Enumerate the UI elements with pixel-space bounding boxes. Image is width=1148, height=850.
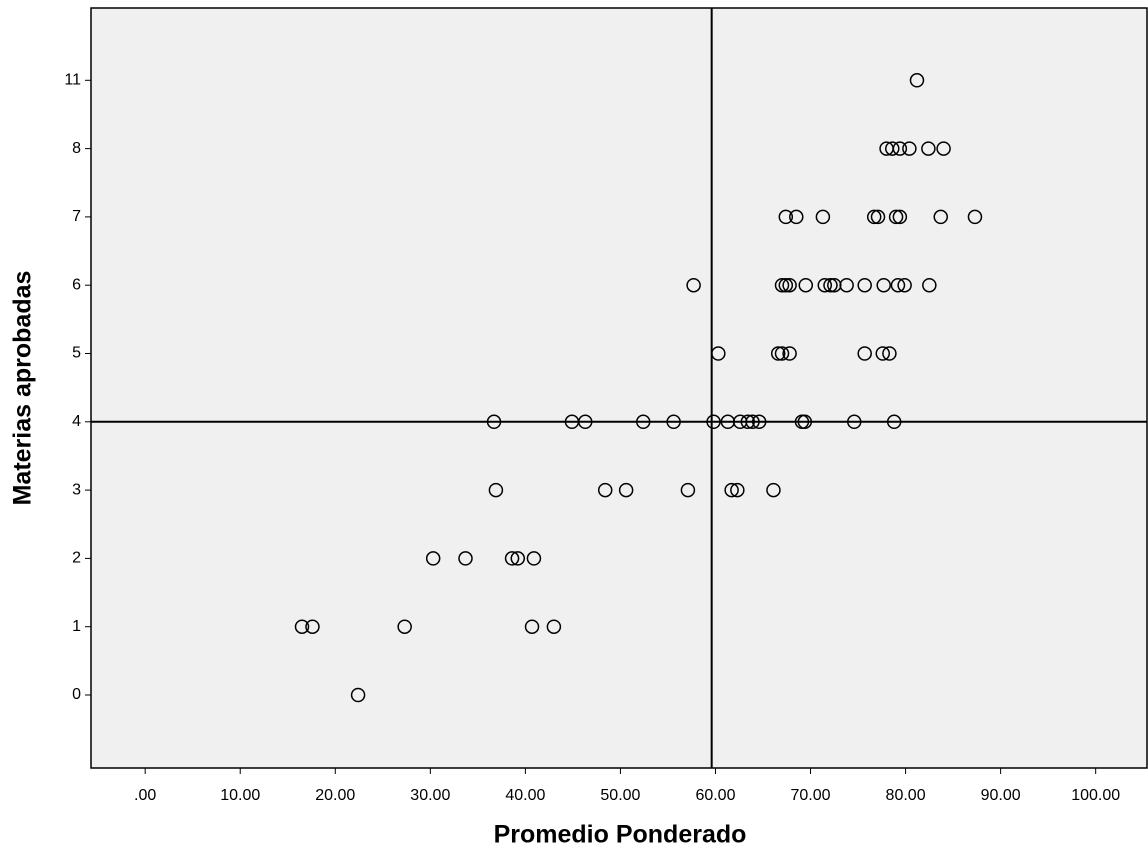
y-axis-title: Materias aprobadas xyxy=(9,271,37,506)
point xyxy=(751,414,767,430)
point xyxy=(305,619,320,634)
point xyxy=(921,141,936,156)
point xyxy=(817,277,833,293)
point xyxy=(350,687,366,703)
x-tick-label: 50.00 xyxy=(600,787,640,804)
x-tick-label: 10.00 xyxy=(220,787,260,804)
point xyxy=(789,209,804,225)
point xyxy=(782,346,797,361)
point xyxy=(578,414,593,430)
point xyxy=(774,346,790,361)
point xyxy=(730,482,745,498)
x-tick-label: 40.00 xyxy=(505,787,545,804)
y-tick-label: 5 xyxy=(72,345,81,362)
point xyxy=(839,277,854,293)
x-tick-label: 90.00 xyxy=(981,787,1021,804)
y-tick-label: 6 xyxy=(72,276,81,293)
y-tick-label: 7 xyxy=(72,208,81,225)
point xyxy=(823,277,838,293)
point xyxy=(890,277,906,293)
point xyxy=(897,277,912,293)
point xyxy=(885,141,900,156)
point xyxy=(524,619,540,634)
point xyxy=(933,209,948,225)
point xyxy=(546,619,562,634)
x-tick-label: 70.00 xyxy=(791,787,831,804)
point xyxy=(397,619,412,634)
point xyxy=(888,209,904,225)
point xyxy=(922,277,937,293)
y-tick-label: 0 xyxy=(72,686,81,703)
point xyxy=(782,277,797,293)
point xyxy=(680,482,696,498)
x-tick-label: 80.00 xyxy=(886,787,926,804)
x-tick-label: 100.00 xyxy=(1071,787,1120,804)
point xyxy=(967,209,983,225)
point xyxy=(504,551,520,566)
point xyxy=(798,277,814,293)
point xyxy=(846,414,862,430)
point xyxy=(892,141,908,156)
point xyxy=(857,277,872,293)
x-tick-label: 30.00 xyxy=(410,787,450,804)
point xyxy=(778,209,794,225)
point xyxy=(294,619,310,634)
point xyxy=(778,277,794,293)
point xyxy=(815,209,831,225)
point xyxy=(857,346,872,361)
point xyxy=(797,414,813,430)
y-tick-label: 11 xyxy=(64,72,81,89)
point xyxy=(458,551,473,566)
point xyxy=(706,414,721,430)
point xyxy=(745,414,760,430)
point xyxy=(892,209,908,225)
point xyxy=(618,482,634,498)
y-tick-label: 4 xyxy=(72,413,81,430)
x-tick-label: .00 xyxy=(134,787,156,804)
x-tick-label: 60.00 xyxy=(695,787,735,804)
point xyxy=(876,277,891,293)
point xyxy=(724,482,739,498)
point xyxy=(936,141,951,156)
plot-area xyxy=(90,7,1148,769)
point xyxy=(597,482,613,498)
point xyxy=(711,346,726,361)
point xyxy=(866,209,882,225)
point xyxy=(882,346,897,361)
x-tick-label: 20.00 xyxy=(315,787,355,804)
point xyxy=(486,414,502,430)
point xyxy=(425,551,441,566)
x-axis-title: Promedio Ponderado xyxy=(494,821,747,849)
point xyxy=(774,277,790,293)
point xyxy=(766,482,781,498)
y-tick-label: 1 xyxy=(72,618,81,635)
point xyxy=(902,141,917,156)
y-tick-label: 3 xyxy=(72,481,81,498)
point xyxy=(770,346,786,361)
point xyxy=(488,482,504,498)
point xyxy=(870,209,886,225)
point xyxy=(510,551,526,566)
point xyxy=(635,414,651,430)
point xyxy=(686,277,701,293)
y-tick-label: 2 xyxy=(72,550,81,567)
point xyxy=(526,551,542,566)
point xyxy=(740,414,756,430)
y-tick-label: 8 xyxy=(72,140,81,157)
point xyxy=(666,414,681,430)
point xyxy=(886,414,902,430)
point xyxy=(909,73,925,88)
point xyxy=(875,346,891,361)
